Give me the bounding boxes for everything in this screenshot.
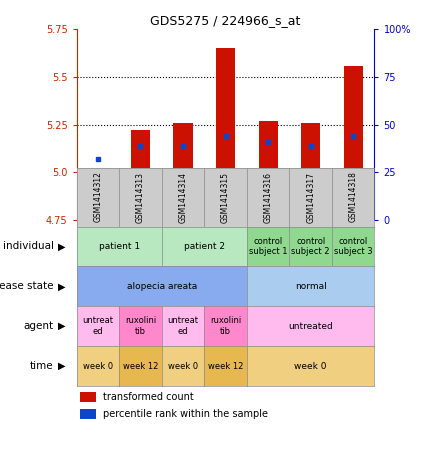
Text: patient 2: patient 2: [184, 242, 225, 251]
Bar: [344, 66, 363, 220]
Text: GSM1414314: GSM1414314: [179, 172, 187, 222]
Bar: [80, 392, 96, 402]
Text: ruxolini
tib: ruxolini tib: [210, 317, 241, 336]
Text: alopecia areata: alopecia areata: [127, 282, 197, 291]
Bar: [80, 410, 96, 419]
Text: GSM1414312: GSM1414312: [93, 172, 102, 222]
Bar: [216, 48, 235, 220]
Text: control
subject 2: control subject 2: [291, 237, 330, 256]
Text: GSM1414317: GSM1414317: [306, 172, 315, 222]
Text: GSM1414318: GSM1414318: [349, 172, 358, 222]
Text: week 12: week 12: [208, 361, 243, 371]
Text: GSM1414313: GSM1414313: [136, 172, 145, 222]
Text: ▶: ▶: [58, 241, 66, 251]
Text: normal: normal: [295, 282, 327, 291]
Text: control
subject 3: control subject 3: [334, 237, 373, 256]
Text: week 12: week 12: [123, 361, 158, 371]
Text: week 0: week 0: [83, 361, 113, 371]
Bar: [301, 123, 320, 220]
Text: week 0: week 0: [294, 361, 327, 371]
Text: disease state: disease state: [0, 281, 53, 291]
Text: time: time: [30, 361, 53, 371]
Text: week 0: week 0: [168, 361, 198, 371]
Text: ruxolini
tib: ruxolini tib: [125, 317, 156, 336]
Text: percentile rank within the sample: percentile rank within the sample: [103, 410, 268, 419]
Bar: [258, 121, 278, 220]
Text: agent: agent: [24, 321, 53, 331]
Text: patient 1: patient 1: [99, 242, 140, 251]
Text: transformed count: transformed count: [103, 392, 194, 402]
Text: untreated: untreated: [288, 322, 333, 331]
Title: GDS5275 / 224966_s_at: GDS5275 / 224966_s_at: [150, 14, 301, 27]
Text: GSM1414316: GSM1414316: [264, 172, 272, 222]
Text: ▶: ▶: [58, 281, 66, 291]
Text: untreat
ed: untreat ed: [82, 317, 113, 336]
Text: individual: individual: [3, 241, 53, 251]
Text: ▶: ▶: [58, 361, 66, 371]
Text: untreat
ed: untreat ed: [167, 317, 198, 336]
Bar: [131, 130, 150, 220]
Bar: [173, 123, 193, 220]
Bar: [88, 207, 107, 220]
Text: control
subject 1: control subject 1: [249, 237, 287, 256]
Text: ▶: ▶: [58, 321, 66, 331]
Text: GSM1414315: GSM1414315: [221, 172, 230, 222]
